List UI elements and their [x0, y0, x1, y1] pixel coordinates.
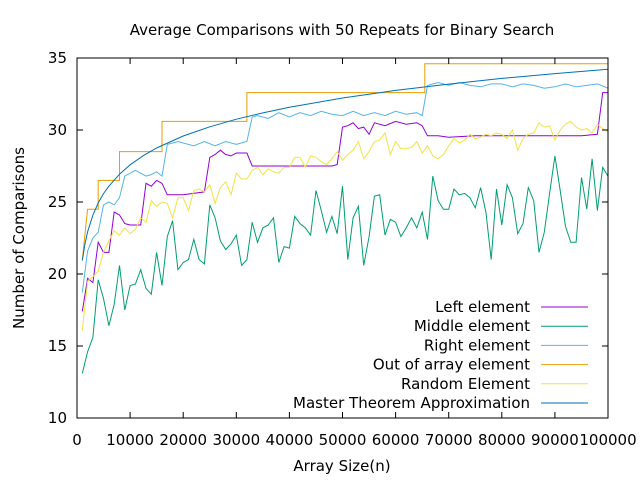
y-tick-label: 10: [48, 409, 67, 427]
series-line-1: [81, 155, 609, 374]
series-line-2: [81, 81, 609, 293]
x-tick-label: 30000: [212, 431, 260, 449]
x-tick-label: 100000: [579, 431, 636, 449]
legend-label: Middle element: [414, 317, 530, 335]
x-axis-ticks: 0 10000 20000 30000 40000 50000 60000 70000 8000…: [72, 58, 637, 449]
legend-label: Left element: [435, 298, 530, 316]
x-tick-label: 20000: [159, 431, 207, 449]
y-axis-ticks: 10 15 20 25 30 35: [48, 49, 608, 427]
y-tick-label: 15: [48, 337, 67, 355]
x-tick-label: 50000: [319, 431, 367, 449]
x-tick-label: 60000: [372, 431, 420, 449]
x-tick-label: 0: [72, 431, 82, 449]
y-axis-label: Number of Comparisons: [10, 147, 28, 329]
legend-label: Right element: [424, 336, 530, 354]
legend-label: Out of array element: [373, 356, 530, 374]
x-tick-label: 90000: [531, 431, 579, 449]
y-tick-label: 20: [48, 265, 67, 283]
x-tick-label: 70000: [425, 431, 473, 449]
x-axis-label: Array Size(n): [293, 457, 390, 475]
legend-label: Random Element: [401, 375, 530, 393]
y-tick-label: 30: [48, 121, 67, 139]
legend-label: Master Theorem Approximation: [293, 394, 530, 412]
y-tick-label: 35: [48, 49, 67, 67]
y-tick-label: 25: [48, 193, 67, 211]
x-tick-label: 80000: [478, 431, 526, 449]
chart-title: Average Comparisons with 50 Repeats for …: [130, 21, 554, 39]
x-tick-label: 10000: [106, 431, 154, 449]
x-tick-label: 40000: [266, 431, 314, 449]
series-line-3: [81, 63, 608, 260]
series-line-4: [81, 120, 609, 331]
series-line-0: [81, 92, 608, 312]
series-line-5: [81, 68, 609, 261]
plot-lines: [81, 63, 609, 374]
